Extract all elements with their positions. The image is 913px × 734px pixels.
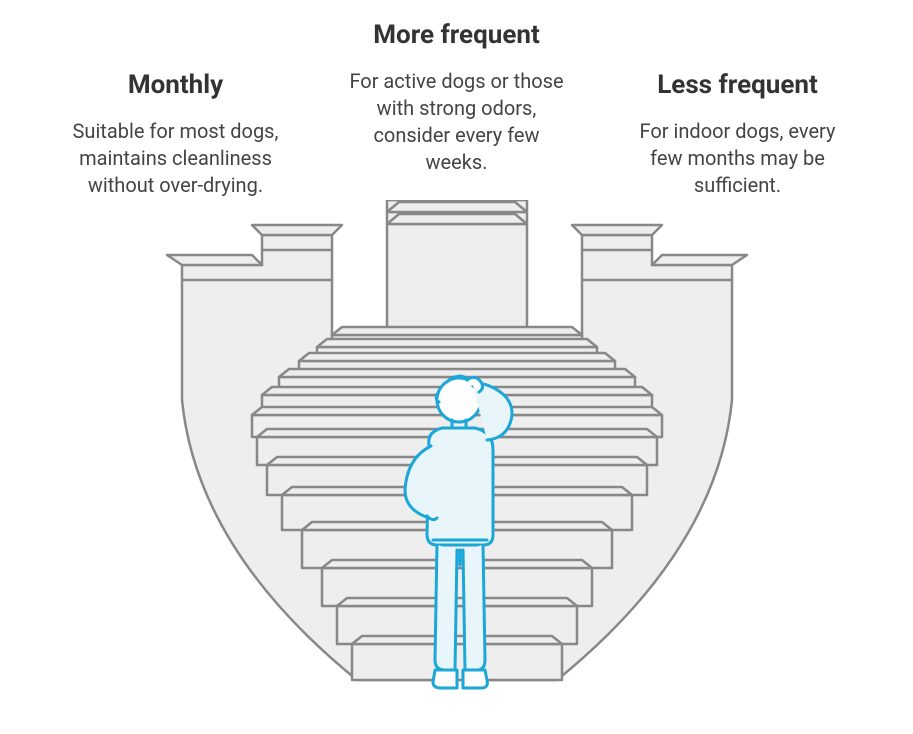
- column-body: For active dogs or those with strong odo…: [331, 68, 582, 176]
- column-title: Monthly: [50, 70, 301, 100]
- column-title: Less frequent: [612, 70, 863, 100]
- column-title: More frequent: [331, 20, 582, 50]
- column-less-frequent: Less frequent For indoor dogs, every few…: [612, 70, 863, 199]
- column-body: Suitable for most dogs, maintains cleanl…: [50, 118, 301, 199]
- column-monthly: Monthly Suitable for most dogs, maintain…: [50, 70, 301, 199]
- staircase-illustration: [107, 200, 807, 720]
- column-body: For indoor dogs, every few months may be…: [612, 118, 863, 199]
- column-more-frequent: More frequent For active dogs or those w…: [331, 20, 582, 199]
- staircase-svg: [107, 200, 807, 720]
- columns-header: Monthly Suitable for most dogs, maintain…: [0, 0, 913, 199]
